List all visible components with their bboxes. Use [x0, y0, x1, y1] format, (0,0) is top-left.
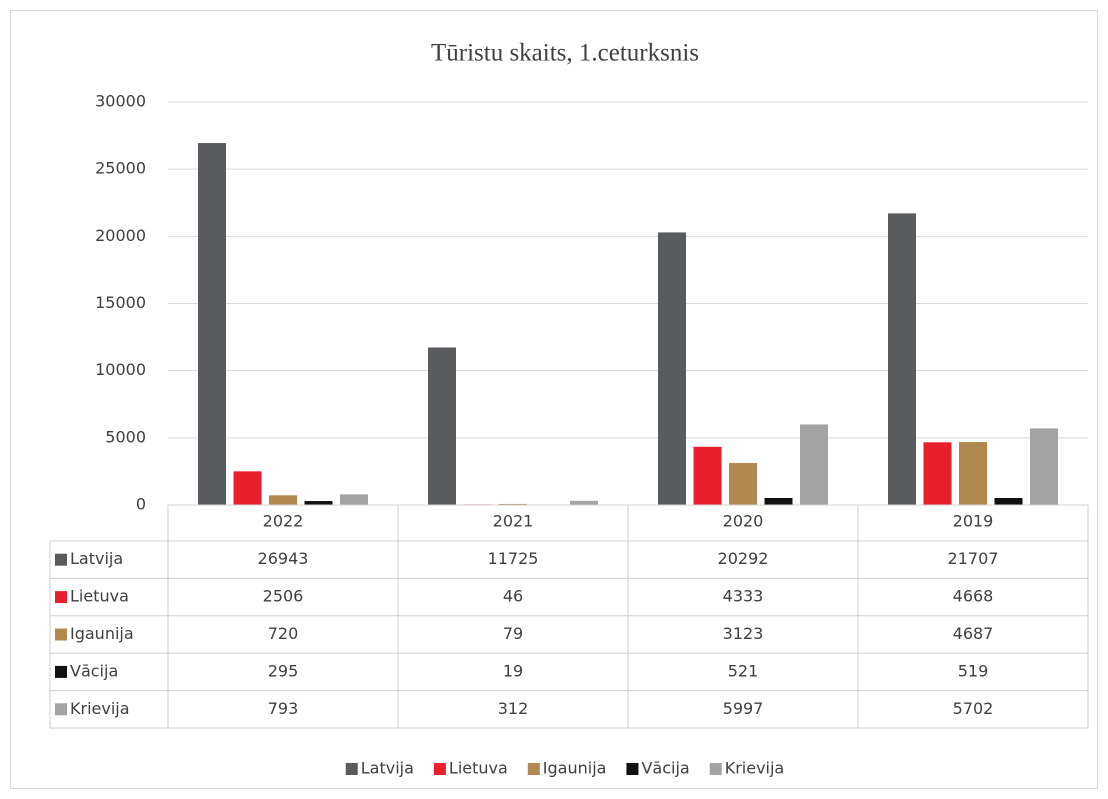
table-cell: 312 [498, 699, 529, 718]
bar [1030, 428, 1058, 505]
table-cell: 26943 [258, 549, 309, 568]
table-cell: 5997 [723, 699, 764, 718]
table-row-label: Lietuva [70, 587, 129, 606]
table-row-label: Krievija [70, 699, 130, 718]
x-tick-label: 2021 [493, 512, 534, 531]
table-legend-key [55, 703, 67, 716]
bar [340, 494, 368, 505]
bar [658, 232, 686, 505]
table-cell: 3123 [723, 624, 764, 643]
table-legend-key [55, 553, 67, 566]
bar [959, 442, 987, 505]
bar [499, 503, 527, 505]
table-row-label: Igaunija [70, 624, 134, 643]
x-tick-label: 2019 [953, 512, 994, 531]
y-tick-label: 15000 [95, 293, 146, 312]
bar [570, 500, 598, 505]
y-tick-label: 5000 [105, 427, 146, 446]
table-cell: 4687 [953, 624, 994, 643]
table-cell: 5702 [953, 699, 994, 718]
legend-label: Lietuva [449, 759, 508, 778]
table-legend-key [55, 665, 67, 678]
bar [888, 213, 916, 505]
table-cell: 11725 [488, 549, 539, 568]
table-cell: 20292 [718, 549, 769, 568]
table-cell: 519 [958, 661, 989, 680]
table-cell: 295 [268, 661, 299, 680]
y-tick-label: 10000 [95, 360, 146, 379]
bar [800, 424, 828, 505]
legend-key [433, 763, 446, 775]
bar [428, 347, 456, 505]
bar [729, 463, 757, 505]
table-legend-key [55, 628, 67, 641]
bar [198, 143, 226, 505]
table-row-label: Vācija [70, 661, 118, 680]
legend-label: Latvija [361, 759, 414, 778]
y-tick-label: 25000 [95, 159, 146, 178]
legend-label: Igaunija [543, 759, 607, 778]
bar [304, 501, 333, 505]
chart-title: Tūristu skaits, 1.ceturksnis [431, 40, 699, 67]
table-cell: 793 [268, 699, 299, 718]
table-cell: 19 [503, 661, 523, 680]
bar [923, 442, 952, 505]
bar [994, 498, 1023, 505]
legend-key [626, 763, 639, 775]
legend-key [709, 763, 722, 775]
legend-label: Krievija [725, 759, 785, 778]
table-cell: 521 [728, 661, 759, 680]
x-tick-label: 2022 [263, 512, 304, 531]
bar [764, 498, 793, 505]
table-cell: 21707 [948, 549, 999, 568]
y-tick-label: 0 [136, 495, 146, 514]
legend-key [527, 763, 540, 775]
table-cell: 79 [503, 624, 523, 643]
table-legend-key [55, 591, 67, 604]
x-tick-label: 2020 [723, 512, 764, 531]
table-cell: 720 [268, 624, 299, 643]
y-tick-label: 30000 [95, 92, 146, 111]
bar [269, 495, 297, 505]
table-cell: 46 [503, 587, 523, 606]
y-tick-label: 20000 [95, 226, 146, 245]
table-cell: 2506 [263, 587, 304, 606]
legend-key [345, 763, 358, 775]
bar [233, 471, 262, 505]
table-cell: 4668 [953, 587, 994, 606]
chart-border [10, 10, 1098, 789]
legend-label: Vācija [641, 759, 689, 778]
table-cell: 4333 [723, 587, 764, 606]
bar [693, 446, 722, 505]
table-row-label: Latvija [70, 549, 123, 568]
